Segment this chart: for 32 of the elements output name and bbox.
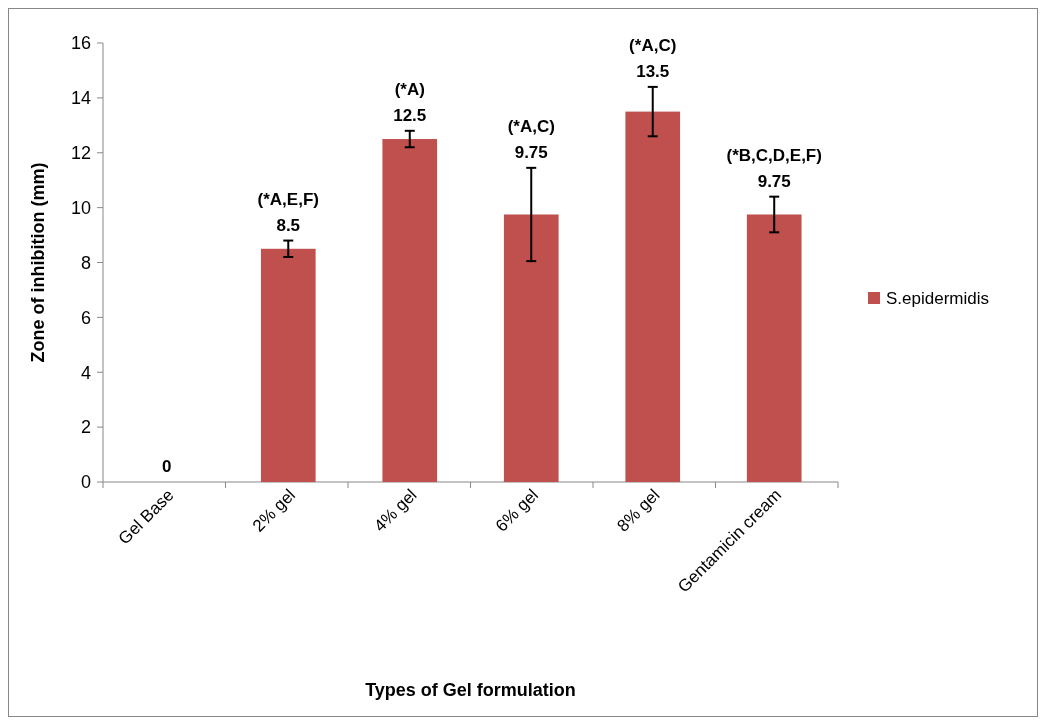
y-tick-label: 8 (80, 252, 91, 273)
annotation: (*B,C,D,E,F) (726, 145, 822, 165)
y-tick-label: 2 (80, 417, 91, 438)
x-tick-label: 6% gel (491, 485, 543, 536)
bar (382, 139, 438, 482)
data-label: 9.75 (514, 142, 548, 162)
y-tick-label: 14 (70, 88, 91, 109)
y-tick-label: 10 (70, 197, 91, 218)
annotation: (*A) (394, 79, 425, 99)
y-tick-label: 12 (70, 143, 91, 164)
data-label: 13.5 (636, 61, 670, 81)
bar (746, 214, 802, 482)
bar (260, 248, 316, 482)
annotation: (*A,C) (629, 35, 677, 55)
data-label: 0 (162, 457, 172, 476)
bar (503, 214, 559, 482)
bar (625, 111, 681, 482)
x-axis-title: Types of Gel formulation (365, 680, 576, 700)
annotation: (*A,C) (507, 116, 555, 136)
y-tick-label: 4 (80, 362, 91, 383)
y-tick-label: 6 (80, 307, 91, 328)
x-tick-label: 2% gel (248, 485, 300, 536)
legend-label: S.epidermidis (886, 288, 989, 308)
data-label: 12.5 (393, 105, 427, 125)
data-label: 8.5 (276, 215, 301, 235)
annotation: (*A,E,F) (257, 189, 319, 209)
y-tick-label: 16 (70, 33, 91, 54)
x-tick-label: 4% gel (370, 485, 421, 536)
y-tick-label: 0 (80, 472, 91, 493)
y-axis-title: Zone of inhibition (mm) (28, 162, 48, 363)
x-tick-label: 8% gel (613, 485, 664, 536)
data-label: 9.75 (757, 171, 791, 191)
